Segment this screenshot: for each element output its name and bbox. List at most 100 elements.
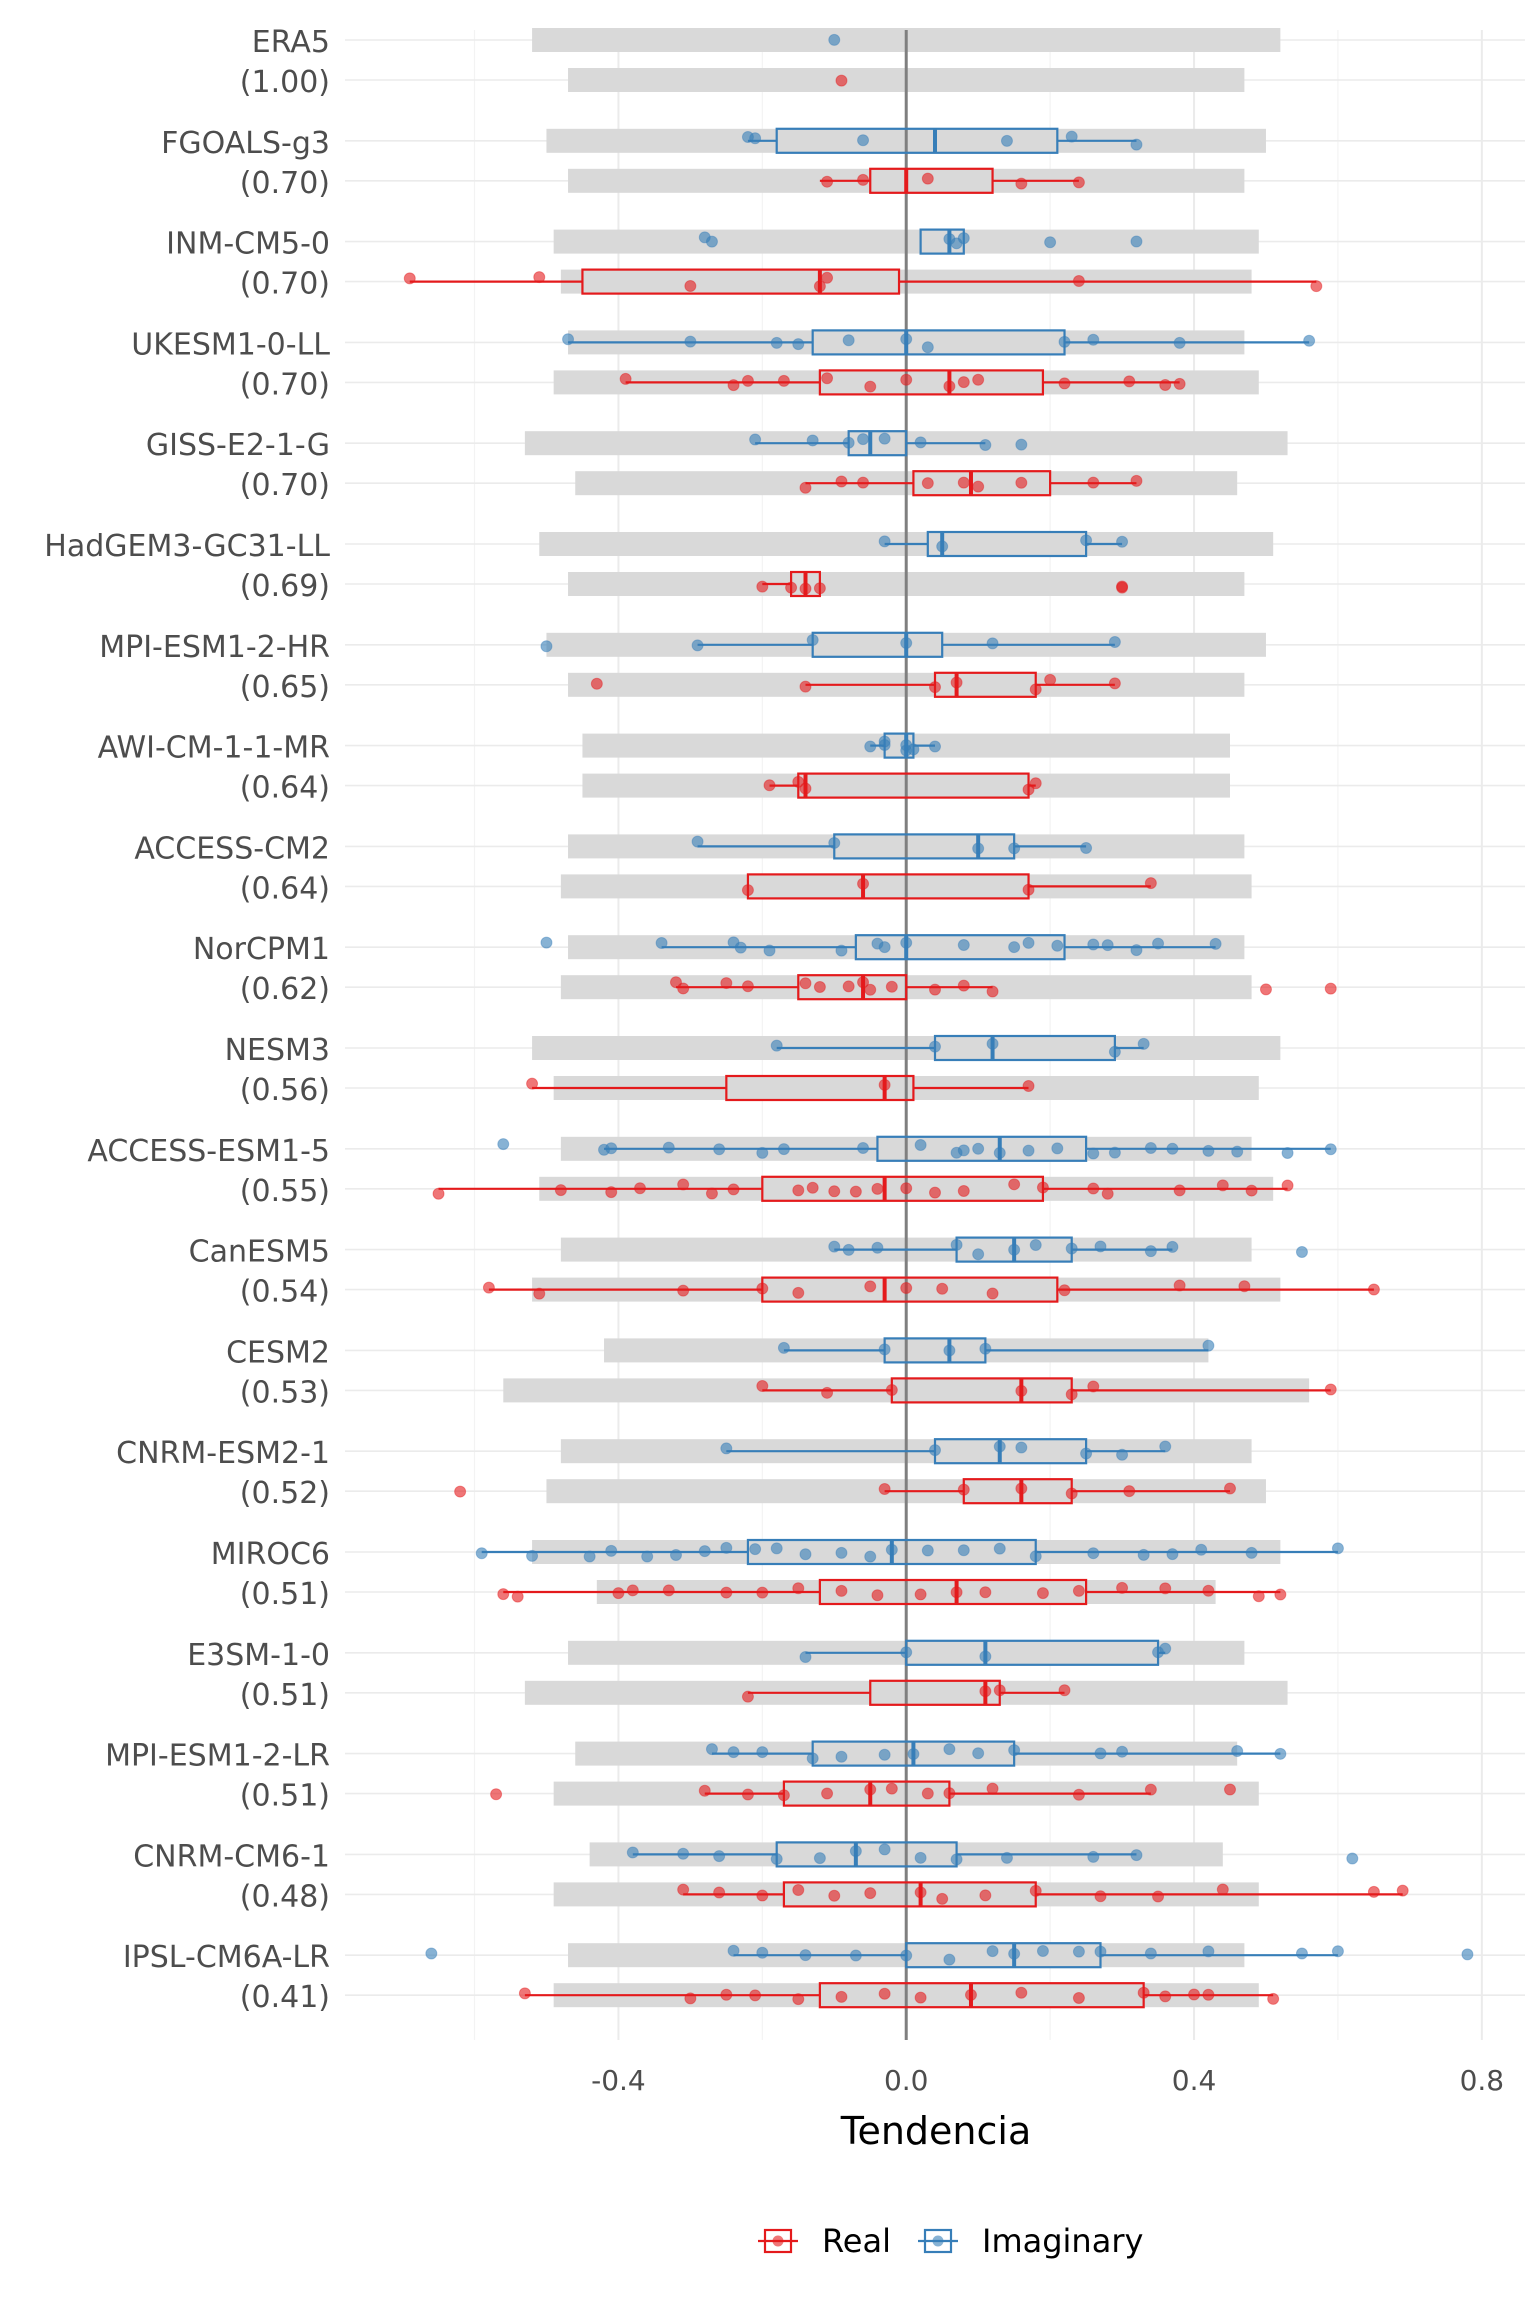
data-point-imaginary — [828, 33, 841, 46]
model-score-label: (0.70) — [240, 468, 330, 503]
data-point-imaginary — [871, 1241, 884, 1254]
data-point-imaginary — [1015, 1441, 1028, 1454]
data-point-real — [828, 1889, 841, 1902]
data-point-imaginary — [943, 1344, 956, 1357]
model-score-label: (0.48) — [240, 1879, 330, 1914]
box-imaginary — [854, 934, 1066, 961]
data-point-imaginary — [756, 1746, 769, 1759]
data-point-real — [792, 1582, 805, 1595]
data-point-real — [669, 976, 682, 989]
box-real — [912, 470, 1052, 497]
x-tick-label: 0.8 — [1460, 2064, 1505, 2097]
data-point-real — [1144, 1783, 1157, 1796]
data-point-imaginary — [1137, 1037, 1150, 1050]
data-point-real — [1072, 176, 1085, 189]
box-real — [818, 369, 1045, 396]
data-point-real — [885, 980, 898, 993]
data-point-real — [727, 379, 740, 392]
model-score-label: (0.54) — [240, 1275, 330, 1310]
data-point-imaginary — [878, 735, 891, 748]
data-point-imaginary — [1008, 1947, 1021, 1960]
data-point-real — [1072, 1584, 1085, 1597]
data-point-real — [1245, 1184, 1258, 1197]
data-point-real — [1036, 1181, 1049, 1194]
data-point-imaginary — [1281, 1146, 1294, 1159]
data-point-imaginary — [806, 1752, 819, 1765]
data-point-imaginary — [770, 336, 783, 349]
data-point-real — [813, 980, 826, 993]
data-point-real — [1252, 1590, 1265, 1603]
data-point-real — [929, 681, 941, 694]
data-point-imaginary — [425, 1947, 438, 1960]
data-point-real — [979, 1889, 992, 1902]
data-point-real — [864, 983, 877, 996]
data-point-imaginary — [993, 1146, 1006, 1159]
data-point-real — [957, 476, 970, 489]
data-point-real — [1094, 1890, 1107, 1903]
data-point-imaginary — [1072, 1945, 1085, 1958]
data-point-real — [871, 1182, 884, 1195]
data-point-real — [1216, 1883, 1229, 1896]
data-point-real — [511, 1590, 524, 1603]
data-point-imaginary — [1116, 1448, 1129, 1461]
data-point-imaginary — [929, 1444, 941, 1457]
data-point-real — [705, 1187, 718, 1200]
data-point-imaginary — [806, 634, 819, 647]
data-point-real — [979, 1685, 992, 1698]
data-point-real — [979, 1586, 992, 1599]
model-score-label: (0.51) — [240, 1577, 330, 1612]
data-point-imaginary — [864, 740, 877, 753]
data-point-real — [626, 1584, 639, 1597]
data-point-real — [857, 173, 870, 186]
data-point-real — [720, 1586, 733, 1599]
data-point-imaginary — [1144, 1141, 1157, 1154]
model-name-label: E3SM-1-0 — [187, 1638, 330, 1673]
data-point-real — [1087, 476, 1100, 489]
data-point-real — [698, 1784, 711, 1797]
model-name-label: NESM3 — [225, 1033, 330, 1068]
data-point-imaginary — [777, 1143, 790, 1156]
data-point-imaginary — [943, 1953, 956, 1966]
data-point-imaginary — [907, 743, 920, 756]
data-point-imaginary — [1159, 1440, 1172, 1453]
data-point-real — [900, 1182, 913, 1195]
data-point-imaginary — [878, 432, 891, 445]
x-tick-label: 0.0 — [884, 2064, 929, 2097]
data-point-imaginary — [1245, 1546, 1258, 1559]
model-name-label: ACCESS-CM2 — [134, 831, 330, 866]
model-name-label: CESM2 — [226, 1335, 330, 1370]
data-point-real — [864, 380, 877, 393]
data-point-real — [1267, 1992, 1280, 2005]
data-point-real — [993, 1684, 1006, 1697]
data-point-real — [1022, 883, 1035, 896]
data-point-real — [878, 1482, 891, 1495]
data-point-real — [741, 1788, 754, 1801]
data-point-imaginary — [691, 639, 704, 652]
data-point-real — [1072, 275, 1085, 288]
data-point-imaginary — [914, 1851, 927, 1864]
data-point-imaginary — [1195, 1543, 1208, 1556]
data-point-real — [662, 1584, 675, 1597]
data-point-real — [1123, 375, 1136, 388]
data-point-imaginary — [1116, 1745, 1129, 1758]
data-point-imaginary — [1144, 1245, 1157, 1258]
data-point-real — [1101, 1187, 1114, 1200]
data-point-imaginary — [979, 1342, 992, 1355]
data-point-imaginary — [605, 1142, 618, 1155]
data-point-imaginary — [1029, 1238, 1042, 1251]
data-point-imaginary — [770, 1542, 783, 1555]
data-point-real — [741, 884, 754, 897]
data-point-imaginary — [655, 937, 668, 950]
data-point-real — [1015, 1384, 1028, 1397]
model-name-label: IPSL-CM6A-LR — [123, 1940, 330, 1975]
data-point-real — [1238, 1280, 1251, 1293]
data-point-imaginary — [749, 132, 762, 145]
data-point-real — [1022, 783, 1035, 796]
data-point-real — [921, 1787, 934, 1800]
data-point-real — [792, 1993, 805, 2006]
data-point-real — [936, 1282, 949, 1295]
data-point-real — [1310, 280, 1323, 293]
data-point-imaginary — [986, 637, 999, 650]
model-score-label: (0.62) — [240, 972, 330, 1007]
data-point-imaginary — [1137, 1548, 1150, 1561]
